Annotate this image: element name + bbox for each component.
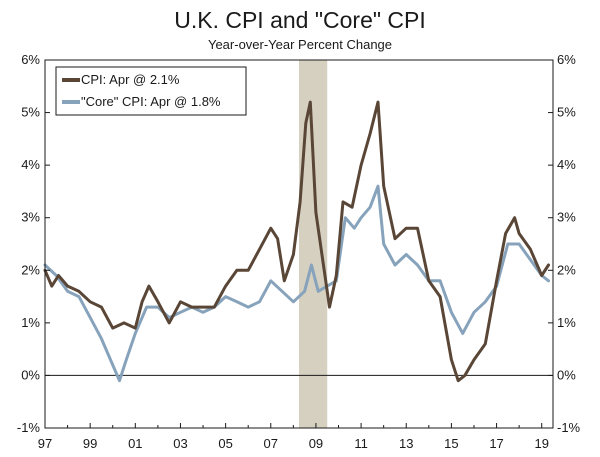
x-tick-label: 17 xyxy=(489,436,503,451)
legend-label-cpi: CPI: Apr @ 2.1% xyxy=(81,72,180,87)
y-tick-label-right: 4% xyxy=(557,157,576,172)
x-tick-label: 01 xyxy=(128,436,142,451)
chart-subtitle: Year-over-Year Percent Change xyxy=(208,37,392,52)
y-tick-label-left: 0% xyxy=(21,367,40,382)
chart-title: U.K. CPI and "Core" CPI xyxy=(174,7,426,33)
x-tick-label: 15 xyxy=(444,436,458,451)
y-tick-label-left: 3% xyxy=(21,210,40,225)
y-tick-label-right: -1% xyxy=(557,420,581,435)
y-tick-label-right: 0% xyxy=(557,367,576,382)
x-tick-label: 09 xyxy=(309,436,323,451)
y-tick-label-left: 4% xyxy=(21,157,40,172)
legend-box xyxy=(55,66,247,116)
y-tick-label-left: -1% xyxy=(17,420,41,435)
y-tick-label-left: 2% xyxy=(21,262,40,277)
x-tick-label: 19 xyxy=(534,436,548,451)
y-tick-label-left: 5% xyxy=(21,105,40,120)
x-tick-label: 99 xyxy=(83,436,97,451)
legend-label-core-cpi: "Core" CPI: Apr @ 1.8% xyxy=(81,94,221,109)
y-tick-label-right: 6% xyxy=(557,52,576,67)
y-tick-label-right: 5% xyxy=(557,105,576,120)
y-tick-label-right: 3% xyxy=(557,210,576,225)
legend: CPI: Apr @ 2.1% "Core" CPI: Apr @ 1.8% xyxy=(55,66,247,116)
y-tick-label-right: 2% xyxy=(557,262,576,277)
y-tick-label-left: 6% xyxy=(21,52,40,67)
plot-frame xyxy=(44,59,554,429)
x-tick-label: 11 xyxy=(354,436,368,451)
x-tick-label: 13 xyxy=(399,436,413,451)
x-tick-label: 97 xyxy=(38,436,52,451)
series-line-cpi xyxy=(43,100,550,383)
x-tick-label: 07 xyxy=(264,436,278,451)
x-tick-label: 05 xyxy=(218,436,232,451)
series-line-core-cpi xyxy=(43,184,550,383)
x-tick-label: 03 xyxy=(173,436,187,451)
y-tick-label-left: 1% xyxy=(21,315,40,330)
y-tick-label-right: 1% xyxy=(557,315,576,330)
recession-shading xyxy=(299,60,328,428)
